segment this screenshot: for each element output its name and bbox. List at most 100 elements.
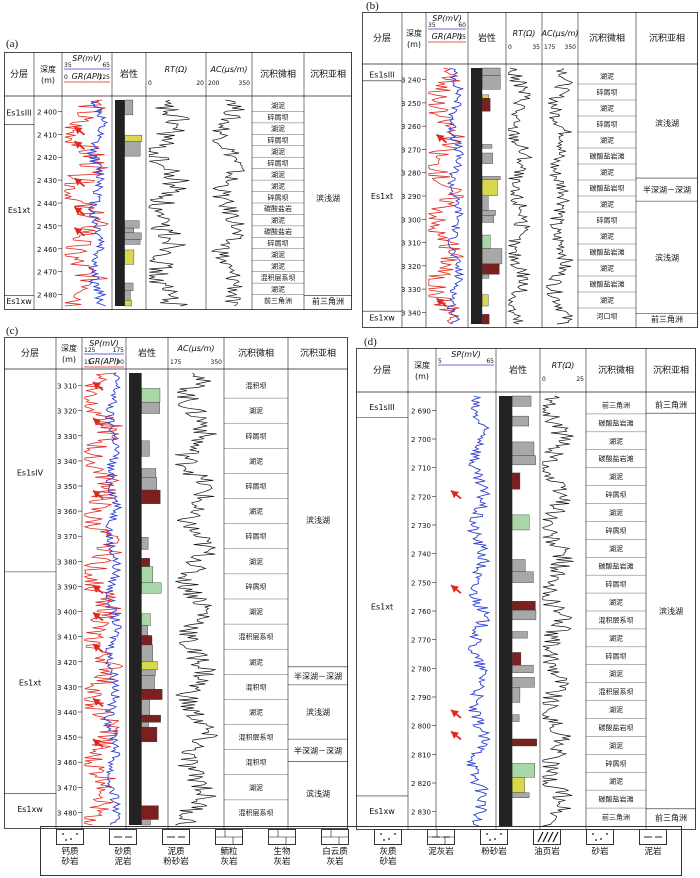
sub-facies: 滨浅湖 [655,118,679,128]
depth-tick: 3 330 [57,433,77,441]
legend-item: 砂质 泥岩 [98,829,148,867]
depth-tick: 2 700 [411,436,431,444]
depth-tick: 2 810 [411,751,431,759]
rt-min: 0 [148,80,152,87]
micro-facies: 湖泥 [609,777,623,786]
depth-tick: 3 280 [401,170,421,178]
rt-curve [148,99,190,307]
micro-facies: 湖泥 [271,216,285,225]
legend-label: 砂岩 [591,847,609,857]
sub-facies: 滨浅湖 [316,193,340,203]
red-arrow-head [451,490,459,499]
legend-swatch-icon [639,829,667,845]
pattern-swatch [486,833,502,841]
depth-tick: 2 710 [411,465,431,473]
micro-facies: 碎屑坝 [597,88,618,97]
lithology-bed [512,687,521,703]
lithology-bed [141,582,162,594]
depth-tick: 2 400 [37,108,57,116]
depth-unit: (m) [62,355,76,364]
legend-label: 砂岩 [379,857,397,867]
micro-facies: 湖泥 [249,708,263,717]
rt-header: RT(Ω) [552,361,575,370]
sp-max: 65 [486,358,494,365]
rt-curve [507,67,533,325]
depth-tick: 3 250 [401,100,421,108]
stratum-label: Es1xt [8,206,30,215]
lithology-bed [512,455,536,466]
micro-facies: 碎屑坝 [606,580,627,589]
lithology-bed [124,239,141,245]
stratum-label: Es1sIII [6,108,32,117]
panel-label: (b) [366,0,379,12]
red-arrow-head [74,227,83,236]
dot [494,838,496,840]
lith-header: 岩性 [120,68,138,80]
depth-tick: 2 830 [411,809,431,817]
red-arrow-head [74,178,83,186]
lithology-bed [481,263,500,275]
lithology-bed [124,290,131,301]
pattern-swatch [216,830,242,844]
lithology-bed [124,232,142,240]
legend-label: 泥岩 [644,847,662,857]
lithology-column [499,396,513,826]
legend-label: 鲕粒 [220,847,238,857]
pattern-swatch [62,833,78,841]
lithology-bed [141,566,153,583]
micro-facies: 碎屑坝 [606,526,627,535]
dot [394,833,396,835]
pattern-swatch [167,836,185,838]
depth-tick: 3 350 [57,483,77,491]
legend-item: 生物 灰岩 [257,829,307,867]
micro-facies: 湖泥 [249,557,263,566]
legend-label: 砂岩 [61,857,79,867]
ac-header: AC(μs/m) [176,344,214,353]
stratum-label: Es1sIV [17,468,44,477]
pattern-swatch [269,830,295,844]
dot [76,833,78,835]
depth-tick: 2 780 [411,665,431,673]
ac-max: 350 [565,44,577,51]
lithology-bed [141,558,150,567]
dot [62,833,64,835]
sub-facies: 前三角洲 [312,296,344,306]
ac-curve [210,99,246,307]
legend-swatch-icon [268,829,296,845]
rt-max: 25 [576,376,584,383]
sub-facies: 半深湖－深湖 [294,671,342,681]
pattern-swatch [537,831,559,843]
red-arrow-head [93,490,101,499]
legend-item: 泥岩 [628,829,678,857]
lithology-bed [141,819,151,826]
micro-facies: 湖泥 [609,472,623,481]
panel-frame [356,348,696,830]
lithology-bed [141,613,151,626]
sp-header: SP(mV) [432,14,461,23]
micro-facies: 混积坝 [246,758,267,767]
dot [380,833,382,835]
lithology-bed [141,689,163,700]
well-log-figure: 分层 深度 (m) SP(mV) 5 65 岩性 RT(Ω) 0 25 沉积微相 沉积亚相 2 690 2… [356,348,696,830]
dot [489,839,491,841]
shale-stroke [552,831,559,843]
panel-frame [4,52,352,310]
micro-facies: 碳酸盐岩滩 [599,454,634,463]
ac-max: 350 [211,359,223,366]
micro-facies: 湖泥 [609,544,623,553]
micro-facies: 混积层系坝 [239,808,274,817]
lithology-bed [124,300,132,307]
strat-header: 分层 [10,69,28,80]
lithology-bed [481,248,503,265]
micro-facies: 湖泥 [249,607,263,616]
micro-facies: 碎屑坝 [606,759,627,768]
micro-facies: 湖泥 [271,170,285,179]
depth-tick: 2 740 [411,551,431,559]
micro-facies: 混积层系坝 [261,273,296,282]
micro-facies: 湖泥 [609,508,623,517]
legend-label: 灰质 [379,847,397,857]
depth-tick: 3 310 [57,383,77,391]
legend-label: 灰岩 [220,857,238,867]
depth-tick: 3 440 [57,709,77,717]
lithology-bed [141,669,156,676]
